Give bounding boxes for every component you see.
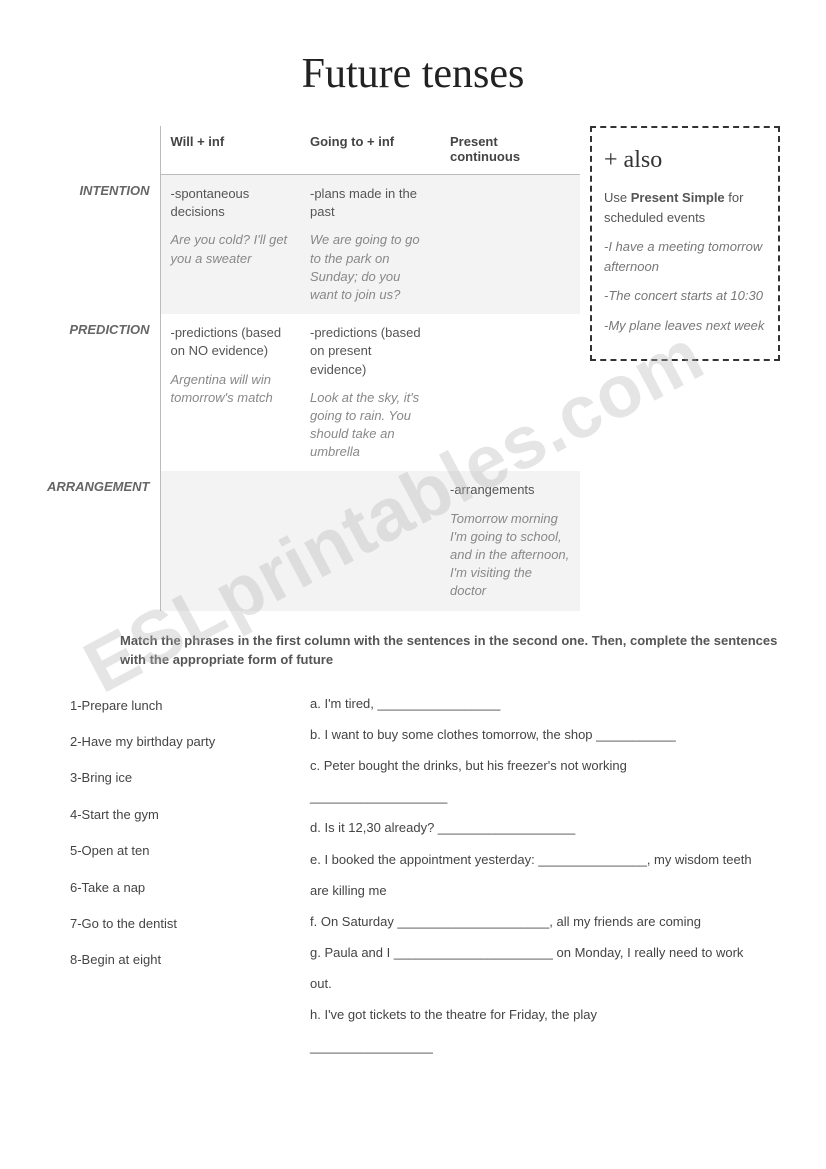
cell-prediction-prescont: [440, 314, 580, 471]
desc: -arrangements: [450, 482, 535, 497]
also-box: + also Use Present Simple for scheduled …: [590, 126, 780, 361]
cell-prediction-will: -predictions (based on NO evidence) Arge…: [160, 314, 300, 471]
also-ex3: -My plane leaves next week: [604, 316, 766, 336]
cell-arrangement-will: [160, 471, 300, 610]
sentence-g: g. Paula and I ______________________ on…: [310, 937, 766, 999]
desc: -predictions (based on NO evidence): [171, 325, 282, 358]
phrase-8: 8-Begin at eight: [70, 942, 280, 978]
desc: -spontaneous decisions: [171, 186, 250, 219]
cell-arrangement-goingto: [300, 471, 440, 610]
desc: -plans made in the past: [310, 186, 417, 219]
also-title: + also: [604, 142, 766, 178]
corner-cell: [40, 126, 160, 175]
phrase-4: 4-Start the gym: [70, 797, 280, 833]
exercise: 1-Prepare lunch 2-Have my birthday party…: [40, 688, 786, 1062]
example: Argentina will win tomorrow's match: [171, 371, 291, 407]
cell-intention-will: -spontaneous decisions Are you cold? I'l…: [160, 175, 300, 315]
row-arrangement-label: ARRANGEMENT: [40, 471, 160, 610]
sentence-h-blank: _________________: [310, 1031, 766, 1062]
also-intro-pre: Use: [604, 190, 631, 205]
also-ex2: -The concert starts at 10:30: [604, 286, 766, 306]
phrase-6: 6-Take a nap: [70, 870, 280, 906]
grammar-table: Will + inf Going to + inf Present contin…: [40, 126, 580, 611]
desc: -predictions (based on present evidence): [310, 325, 421, 376]
sentences-column: a. I'm tired, _________________ b. I wan…: [310, 688, 786, 1062]
col-prescont: Present continuous: [440, 126, 580, 175]
phrase-1: 1-Prepare lunch: [70, 688, 280, 724]
example: We are going to go to the park on Sunday…: [310, 231, 430, 304]
page-title: Future tenses: [40, 50, 786, 98]
phrase-2: 2-Have my birthday party: [70, 724, 280, 760]
col-goingto: Going to + inf: [300, 126, 440, 175]
col-will: Will + inf: [160, 126, 300, 175]
phrase-3: 3-Bring ice: [70, 760, 280, 796]
sentence-c: c. Peter bought the drinks, but his free…: [310, 750, 766, 781]
example: Are you cold? I'll get you a sweater: [171, 231, 291, 267]
instructions: Match the phrases in the first column wi…: [120, 631, 786, 670]
sentence-e: e. I booked the appointment yesterday: _…: [310, 844, 766, 906]
row-intention-label: INTENTION: [40, 175, 160, 315]
sentence-b: b. I want to buy some clothes tomorrow, …: [310, 719, 766, 750]
also-ex1: -I have a meeting tomorrow afternoon: [604, 237, 766, 276]
row-prediction-label: PREDICTION: [40, 314, 160, 471]
phrase-7: 7-Go to the dentist: [70, 906, 280, 942]
top-section: Will + inf Going to + inf Present contin…: [40, 126, 786, 611]
sentence-h: h. I've got tickets to the theatre for F…: [310, 999, 766, 1030]
example: Look at the sky, it's going to rain. You…: [310, 389, 430, 462]
cell-prediction-goingto: -predictions (based on present evidence)…: [300, 314, 440, 471]
cell-intention-prescont: [440, 175, 580, 315]
cell-arrangement-prescont: -arrangements Tomorrow morning I'm going…: [440, 471, 580, 610]
sentence-a: a. I'm tired, _________________: [310, 688, 766, 719]
phrases-column: 1-Prepare lunch 2-Have my birthday party…: [70, 688, 280, 1062]
also-intro-bold: Present Simple: [631, 190, 725, 205]
phrase-5: 5-Open at ten: [70, 833, 280, 869]
example: Tomorrow morning I'm going to school, an…: [450, 510, 570, 601]
also-intro: Use Present Simple for scheduled events: [604, 188, 766, 227]
sentence-d: d. Is it 12,30 already? ________________…: [310, 812, 766, 843]
sentence-c-blank: ___________________: [310, 781, 766, 812]
cell-intention-goingto: -plans made in the past We are going to …: [300, 175, 440, 315]
sentence-f: f. On Saturday _____________________, al…: [310, 906, 766, 937]
